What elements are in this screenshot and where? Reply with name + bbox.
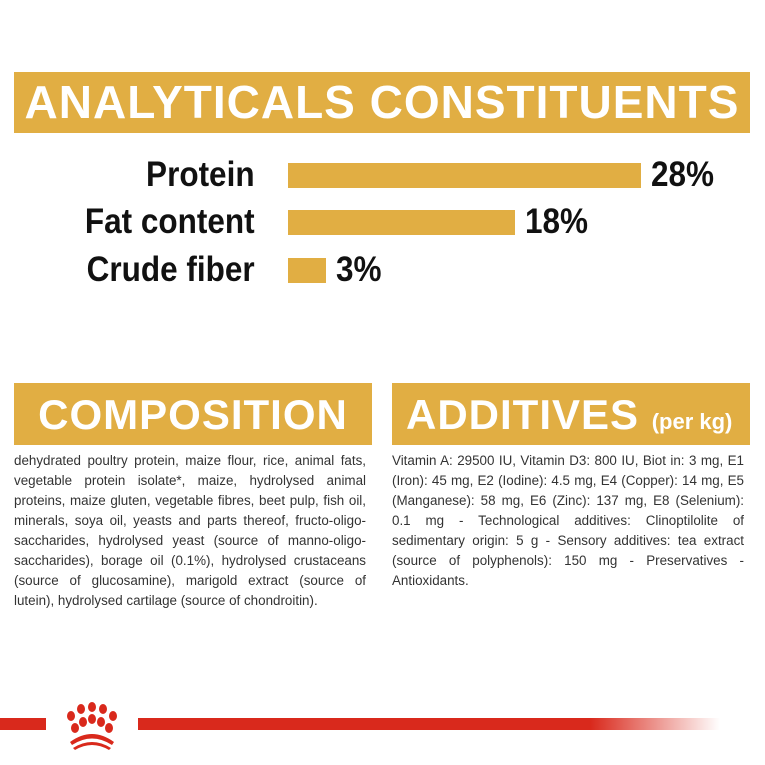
additives-title: ADDITIVES bbox=[406, 391, 640, 438]
value-label: 18% bbox=[524, 202, 588, 241]
bar-fat-content bbox=[288, 210, 515, 235]
category-label: Crude fiber bbox=[86, 250, 255, 289]
category-label: Protein bbox=[146, 155, 255, 194]
additives-header: ADDITIVES (per kg) bbox=[392, 383, 750, 445]
bar-protein bbox=[288, 163, 641, 188]
category-label: Fat content bbox=[85, 202, 255, 241]
bar-crude-fiber bbox=[288, 258, 326, 283]
royal-canin-crown-logo-icon bbox=[46, 698, 138, 754]
additives-text: Vitamin A: 29500 IU, Vitamin D3: 800 IU,… bbox=[392, 453, 744, 588]
additives-subtitle: (per kg) bbox=[651, 409, 733, 434]
composition-header: COMPOSITION bbox=[14, 383, 372, 445]
value-label: 3% bbox=[335, 250, 382, 289]
analyticals-header: ANALYTICALS CONSTITUENTS bbox=[14, 72, 750, 133]
composition-text: dehydrated poultry protein, maize flour,… bbox=[14, 453, 366, 608]
brand-red-line bbox=[0, 718, 720, 730]
value-label: 28% bbox=[650, 155, 714, 194]
